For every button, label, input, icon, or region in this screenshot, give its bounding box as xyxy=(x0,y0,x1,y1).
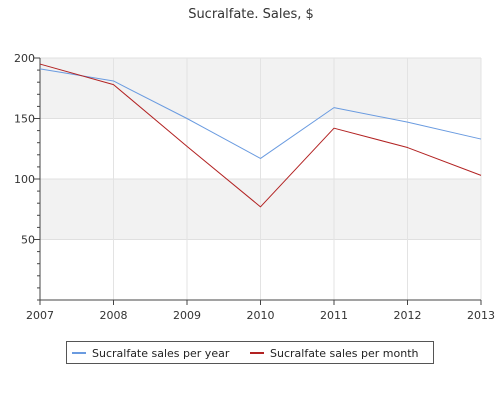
axes xyxy=(34,57,482,305)
y-tick-label: 200 xyxy=(14,52,35,65)
x-tick-label: 2009 xyxy=(173,309,201,322)
x-tick-label: 2012 xyxy=(394,309,422,322)
series-line-2 xyxy=(39,63,482,208)
x-axis-ticks: 2007 2008 2009 2010 2011 2012 2013 xyxy=(26,309,495,322)
series-line-1 xyxy=(39,68,482,159)
legend-label-1: Sucralfate sales per year xyxy=(92,347,230,360)
series-lines xyxy=(39,63,482,208)
y-tick-label: 150 xyxy=(14,113,35,126)
y-tick-label: 50 xyxy=(21,234,35,247)
x-tick-label: 2008 xyxy=(100,309,128,322)
x-tick-label: 2007 xyxy=(26,309,54,322)
x-tick-label: 2010 xyxy=(247,309,275,322)
y-axis-ticks: 50 100 150 200 xyxy=(14,52,35,247)
y-tick-label: 100 xyxy=(14,173,35,186)
chart-title: Sucralfate. Sales, $ xyxy=(188,7,314,22)
legend: Sucralfate sales per year Sucralfate sale… xyxy=(66,341,434,364)
x-tick-label: 2011 xyxy=(320,309,348,322)
x-tick-label: 2013 xyxy=(467,309,495,322)
legend-label-2: Sucralfate sales per month xyxy=(270,347,419,360)
